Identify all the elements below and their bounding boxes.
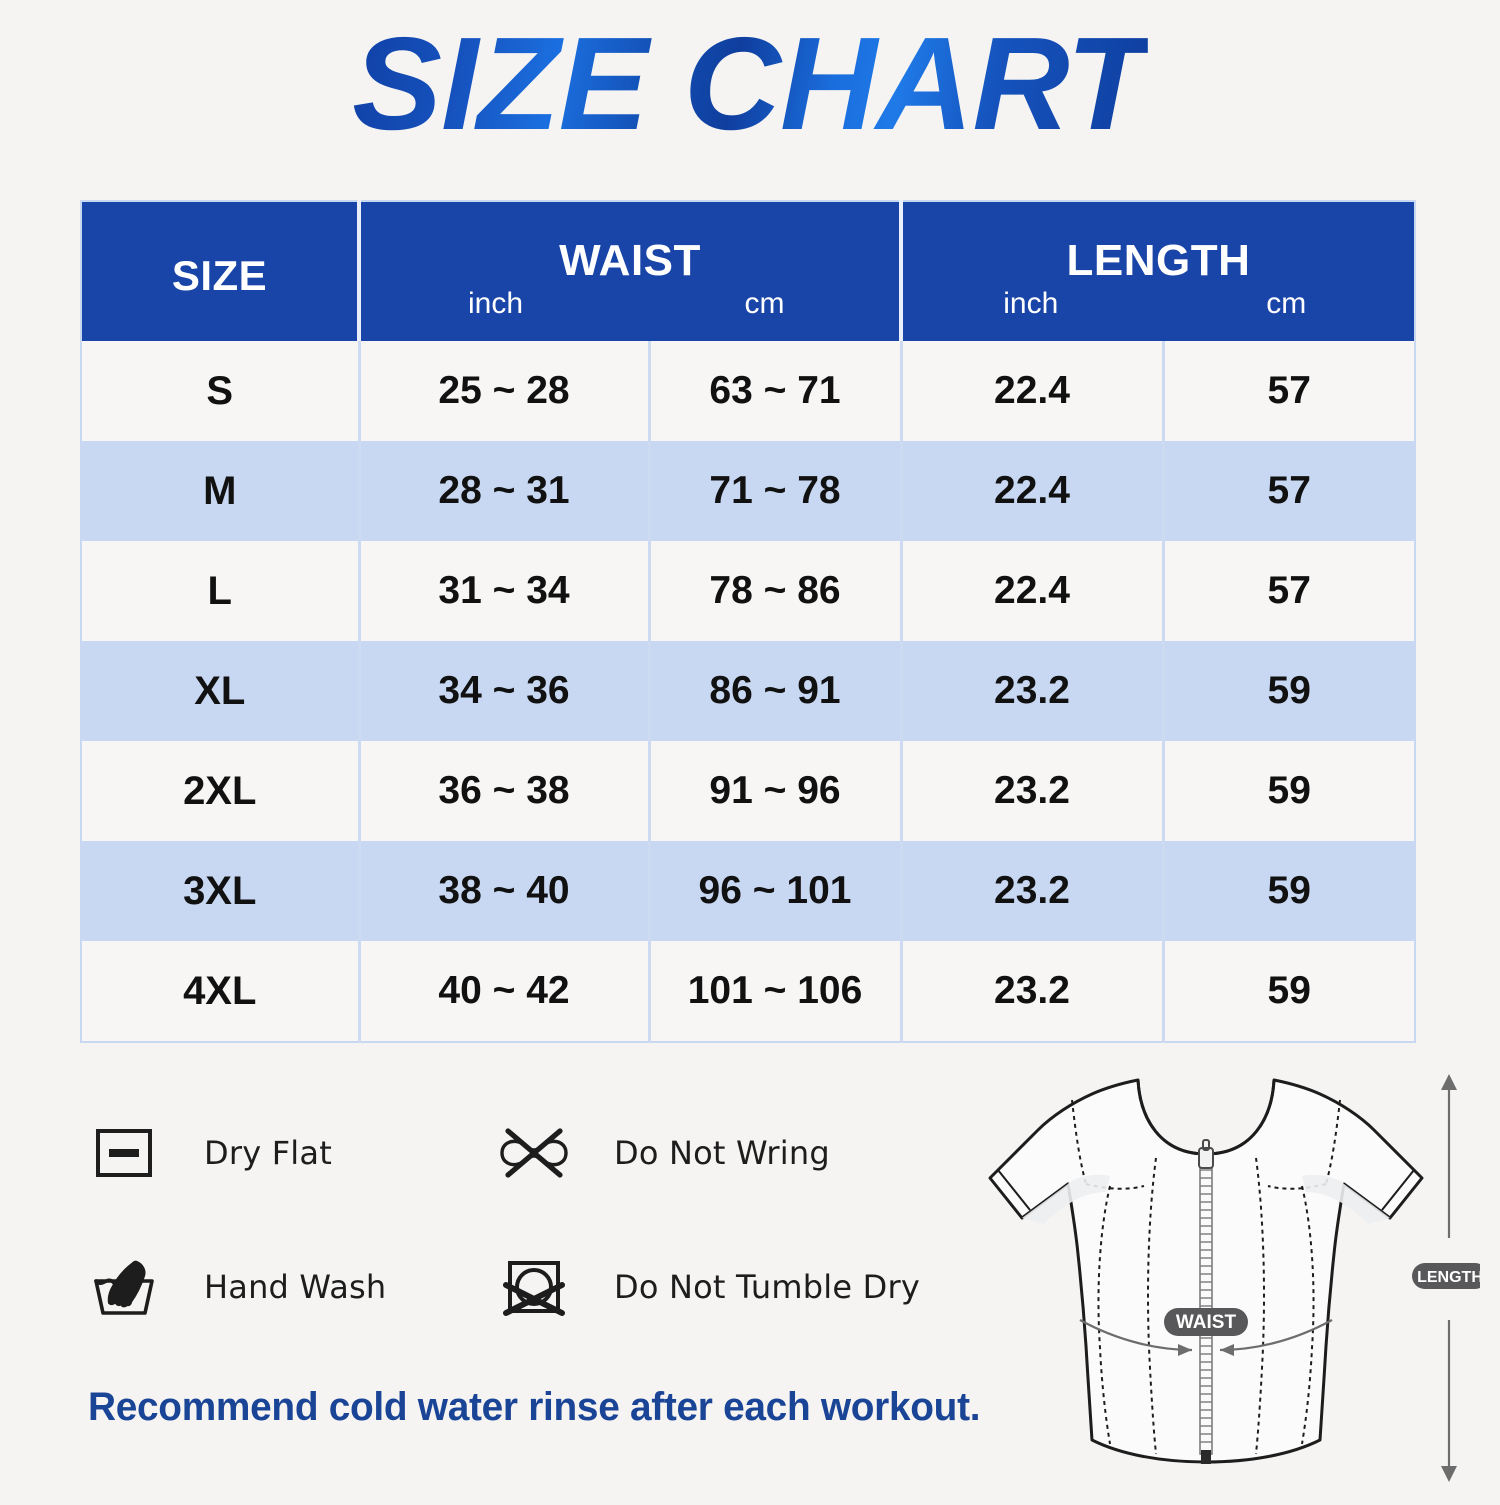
cell-length-cm: 59	[1161, 741, 1415, 841]
care-label: Do Not Tumble Dry	[614, 1268, 920, 1306]
column-header-size-label: SIZE	[171, 252, 268, 299]
cell-waist-cm: 71 ~ 78	[647, 441, 901, 541]
cell-waist-inch: 28 ~ 31	[357, 441, 649, 541]
care-item-do-not-tumble-dry: Do Not Tumble Dry	[496, 1249, 966, 1325]
cell-waist-inch: 36 ~ 38	[357, 741, 649, 841]
cell-waist-cm: 63 ~ 71	[647, 341, 901, 441]
cell-waist-inch: 34 ~ 36	[357, 641, 649, 741]
table-body: S 25 ~ 28 63 ~ 71 22.4 57 M 28 ~ 31 71 ~…	[81, 341, 1415, 1042]
care-label: Do Not Wring	[614, 1134, 830, 1172]
cell-length-inch: 22.4	[899, 541, 1163, 641]
cell-size: M	[81, 441, 359, 541]
care-item-hand-wash: Hand Wash	[86, 1249, 496, 1325]
cell-length-inch: 22.4	[899, 441, 1163, 541]
cell-length-inch: 22.4	[899, 341, 1163, 441]
table-row: L 31 ~ 34 78 ~ 86 22.4 57	[81, 541, 1415, 641]
waist-badge-label: WAIST	[1176, 1312, 1237, 1333]
table-row: 3XL 38 ~ 40 96 ~ 101 23.2 59	[81, 841, 1415, 941]
cell-waist-cm: 91 ~ 96	[647, 741, 901, 841]
table-row: 2XL 36 ~ 38 91 ~ 96 23.2 59	[81, 741, 1415, 841]
cell-length-inch: 23.2	[899, 641, 1163, 741]
cell-size: XL	[81, 641, 359, 741]
cell-waist-cm: 96 ~ 101	[647, 841, 901, 941]
length-badge-label: LENGTH	[1417, 1269, 1480, 1286]
cell-length-inch: 23.2	[899, 741, 1163, 841]
zipper	[1198, 1139, 1214, 1464]
care-label: Hand Wash	[204, 1268, 387, 1306]
cell-waist-cm: 86 ~ 91	[647, 641, 901, 741]
garment-diagram: WAIST LENGTH	[960, 1058, 1488, 1500]
waist-unit-cm: cm	[744, 287, 785, 320]
column-header-length: LENGTH inch cm	[899, 201, 1415, 341]
table-row: S 25 ~ 28 63 ~ 71 22.4 57	[81, 341, 1415, 441]
cell-waist-cm: 78 ~ 86	[647, 541, 901, 641]
table-row: XL 34 ~ 36 86 ~ 91 23.2 59	[81, 641, 1415, 741]
cell-length-cm: 59	[1161, 841, 1415, 941]
waist-badge: WAIST	[1164, 1308, 1248, 1336]
cell-size: 3XL	[81, 841, 359, 941]
cell-waist-inch: 40 ~ 42	[357, 941, 649, 1042]
recommendation-text: Recommend cold water rinse after each wo…	[88, 1385, 981, 1429]
cell-length-cm: 57	[1161, 441, 1415, 541]
size-chart-table: SIZE WAIST inch cm LENGTH inch cm	[80, 200, 1416, 1043]
table-row: 4XL 40 ~ 42 101 ~ 106 23.2 59	[81, 941, 1415, 1042]
cell-length-cm: 59	[1161, 641, 1415, 741]
cell-waist-inch: 31 ~ 34	[357, 541, 649, 641]
length-badge: LENGTH	[1412, 1263, 1488, 1289]
cell-length-cm: 57	[1161, 541, 1415, 641]
do-not-tumble-dry-icon	[496, 1249, 572, 1325]
table-row: M 28 ~ 31 71 ~ 78 22.4 57	[81, 441, 1415, 541]
dry-flat-icon	[86, 1115, 162, 1191]
care-row-1: Dry Flat Do Not Wring	[86, 1115, 986, 1191]
hand-wash-icon	[86, 1249, 162, 1325]
care-label: Dry Flat	[204, 1134, 332, 1172]
length-unit-cm: cm	[1266, 287, 1307, 320]
length-unit-inch: inch	[1003, 287, 1059, 320]
cell-waist-cm: 101 ~ 106	[647, 941, 901, 1042]
do-not-wring-icon	[496, 1115, 572, 1191]
cell-length-inch: 23.2	[899, 841, 1163, 941]
column-header-waist-label: WAIST	[559, 236, 701, 285]
cell-length-cm: 57	[1161, 341, 1415, 441]
cell-length-inch: 23.2	[899, 941, 1163, 1042]
column-header-size: SIZE	[81, 201, 359, 341]
cell-size: 4XL	[81, 941, 359, 1042]
care-row-2: Hand Wash Do Not Tumble Dry	[86, 1249, 986, 1325]
cell-size: S	[81, 341, 359, 441]
cell-length-cm: 59	[1161, 941, 1415, 1042]
column-header-waist: WAIST inch cm	[357, 201, 901, 341]
waist-unit-inch: inch	[467, 287, 524, 320]
cell-size: 2XL	[81, 741, 359, 841]
column-header-length-label: LENGTH	[1066, 236, 1251, 285]
table-header: SIZE WAIST inch cm LENGTH inch cm	[81, 201, 1415, 341]
cell-waist-inch: 25 ~ 28	[357, 341, 649, 441]
cell-size: L	[81, 541, 359, 641]
care-item-do-not-wring: Do Not Wring	[496, 1115, 966, 1191]
page-title: SIZE CHART	[352, 10, 1148, 157]
cell-waist-inch: 38 ~ 40	[357, 841, 649, 941]
care-item-dry-flat: Dry Flat	[86, 1115, 496, 1191]
title-area: SIZE CHART	[0, 18, 1500, 150]
care-instructions: Dry Flat Do Not Wring Hand W	[86, 1115, 986, 1383]
